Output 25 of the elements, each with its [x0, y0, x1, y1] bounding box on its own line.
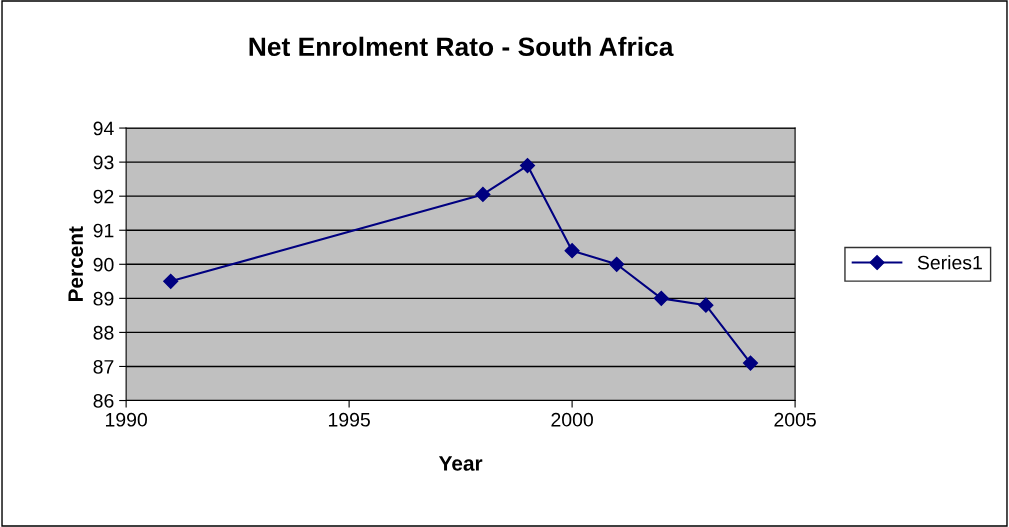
x-tick-label: 1995 — [328, 412, 370, 427]
y-axis-title: Percent — [68, 226, 84, 302]
point — [519, 157, 536, 174]
y-tick-label: 91 — [93, 223, 114, 238]
point — [163, 273, 179, 289]
y-tick-label: 93 — [93, 155, 114, 170]
x-tick-label: 1990 — [105, 412, 147, 427]
point — [564, 243, 580, 259]
x-tick-label: 2000 — [551, 412, 593, 427]
chart-title: Net Enrolment Rato - South Africa — [249, 36, 674, 57]
point — [475, 186, 491, 203]
point — [742, 355, 759, 371]
y-tick-label: 92 — [93, 189, 114, 204]
y-tick-label: 89 — [93, 291, 114, 306]
y-tick-label: 86 — [93, 393, 114, 408]
x-tick-label: 2005 — [774, 412, 816, 427]
y-tick-label: 87 — [93, 359, 114, 374]
point — [653, 290, 669, 306]
y-tick-label: 88 — [93, 325, 114, 340]
y-tick-label: 94 — [93, 121, 114, 136]
y-tick-label: 90 — [93, 257, 114, 272]
point — [609, 256, 625, 272]
legend-label: Series1 — [917, 255, 982, 270]
x-axis-title: Year — [438, 456, 483, 471]
point — [698, 297, 714, 313]
